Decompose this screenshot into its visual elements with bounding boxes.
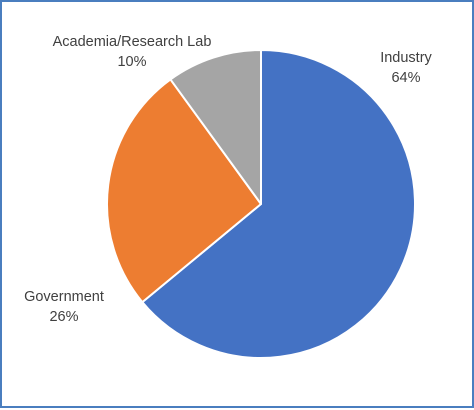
data-label-academia-name: Academia/Research Lab: [53, 34, 212, 50]
pie-slice-academia-research-lab: [169, 49, 262, 205]
data-label-government-percent: 26%: [49, 309, 78, 325]
data-label-industry-percent: 64%: [391, 70, 420, 86]
data-label-academia-percent: 10%: [117, 54, 146, 70]
data-label-industry-name: Industry: [380, 50, 432, 66]
data-labels: Industry 64% Government 26% Academia/Res…: [24, 34, 432, 325]
pie-slice-government: [106, 78, 262, 304]
pie-slices: [106, 49, 416, 359]
pie-slice-industry: [141, 49, 416, 359]
data-label-government-name: Government: [24, 289, 104, 305]
